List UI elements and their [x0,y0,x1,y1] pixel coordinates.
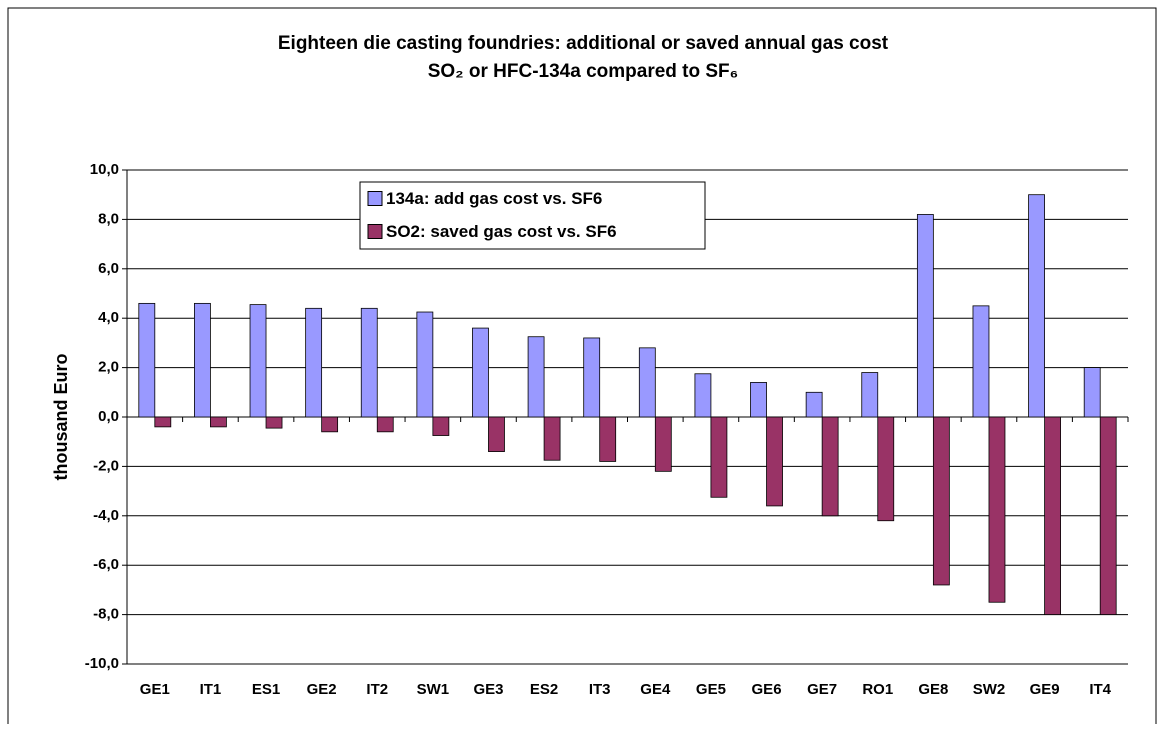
x-tick-label: GE7 [807,681,837,698]
bar [1083,367,1101,418]
bar [638,347,656,418]
x-tick-label: RO1 [862,681,893,698]
x-tick-label: ES2 [530,681,558,698]
bar [543,416,561,461]
legend-label: SO2: saved gas cost vs. SF6 [386,222,617,241]
bar [821,416,839,517]
bar [138,302,156,418]
x-tick-label: IT4 [1089,681,1111,698]
legend-swatch [367,191,383,206]
bar [210,416,227,428]
x-tick-label: IT2 [366,681,388,698]
bar [360,307,378,418]
bar [916,214,934,418]
bar [583,337,601,418]
y-tick-label: -4,0 [93,507,119,524]
bar [416,311,434,418]
bar [194,302,211,418]
y-tick-label: -10,0 [85,655,119,672]
bar [305,307,323,418]
bar [766,416,783,507]
chart-title: Eighteen die casting foundries: addition… [278,33,889,54]
bar [472,327,489,418]
y-tick-label: -6,0 [93,556,119,573]
bar [750,382,767,418]
y-tick-label: 0,0 [98,408,119,425]
bar [154,416,172,428]
x-tick-label: GE1 [140,681,170,698]
legend-label: 134a: add gas cost vs. SF6 [386,189,602,208]
x-tick-label: GE3 [473,681,503,698]
legend-swatch [367,224,383,239]
bar [432,416,450,436]
y-tick-label: 8,0 [98,210,119,227]
bar [265,416,283,429]
bar [1099,416,1117,616]
legend-box [359,181,706,250]
y-tick-label: 6,0 [98,260,119,277]
y-tick-label: -2,0 [93,457,119,474]
y-tick-label: -8,0 [93,606,119,623]
bar [932,416,950,586]
bar [1028,194,1045,418]
bar [1044,416,1061,616]
x-tick-label: ES1 [252,681,280,698]
x-tick-label: GE9 [1030,681,1060,698]
bar [654,416,672,472]
bar [527,336,545,418]
bar [321,416,339,433]
bar [972,305,990,418]
bar [988,416,1006,603]
x-tick-label: GE5 [696,681,726,698]
x-tick-label: SW1 [417,681,450,698]
x-tick-label: SW2 [973,681,1006,698]
x-tick-label: GE4 [640,681,671,698]
y-tick-label: 2,0 [98,359,119,376]
y-tick-label: 10,0 [90,161,119,178]
bar [877,416,895,522]
y-tick-label: 4,0 [98,309,119,326]
y-axis-label: thousand Euro [51,354,71,481]
x-tick-label: GE6 [752,681,782,698]
bar [488,416,505,452]
x-tick-label: GE2 [307,681,337,698]
x-tick-label: GE8 [918,681,948,698]
bar [249,304,267,418]
chart-title: SO₂ or HFC-134a compared to SF₆ [428,61,739,82]
x-tick-label: IT3 [589,681,611,698]
bar [694,373,712,418]
bar [805,391,823,418]
x-tick-label: IT1 [200,681,222,698]
bar [376,416,394,433]
bar [861,372,879,418]
bar [599,416,617,462]
bar [710,416,728,498]
